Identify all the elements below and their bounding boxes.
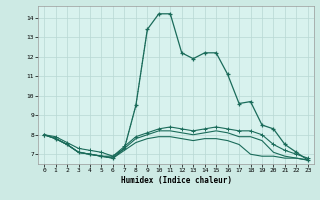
X-axis label: Humidex (Indice chaleur): Humidex (Indice chaleur) bbox=[121, 176, 231, 185]
